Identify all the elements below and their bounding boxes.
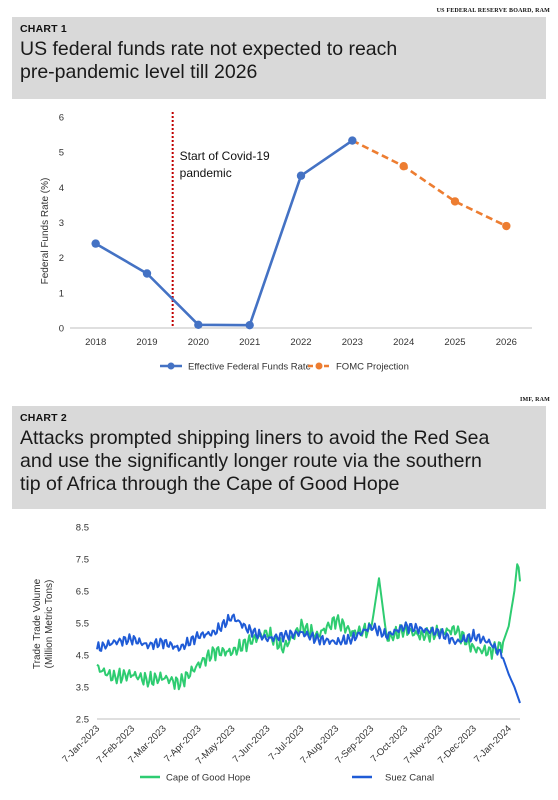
fomc-projection-point [399,162,408,171]
chart1-title-banner: CHART 1 US federal funds rate not expect… [12,17,546,99]
chart1-title-line1: US federal funds rate not expected to re… [20,38,398,60]
chart1-y-tick-label: 2 [59,253,64,264]
chart1-y-tick-label: 4 [59,183,64,194]
legend-cape-label: Cape of Good Hope [166,773,251,784]
chart2-y-tick-label: 5.5 [76,619,89,630]
legend-effective-rate-marker [167,362,175,370]
chart2-y-axis-label-line2: (Million Metric Tons) [44,580,55,669]
chart1-y-tick-label: 0 [59,324,64,335]
chart2-tag: CHART 2 [20,412,67,424]
legend-suez-label: Suez Canal [385,773,434,784]
chart1-x-tick-label: 2021 [239,337,260,348]
chart1-x-tick-label: 2023 [342,337,363,348]
chart1-x-tick-label: 2026 [496,337,517,348]
chart2-y-tick-label: 6.5 [76,587,89,598]
fomc-projection-point [502,221,511,231]
chart2-title-line2: and use the significantly longer route v… [20,450,482,472]
chart2-title-banner: CHART 2 Attacks prompted shipping liners… [12,406,546,509]
chart1-title-line2: pre-pandemic level till 2026 [20,61,258,83]
effective-rate-point [296,171,306,180]
chart2-y-tick-label: 8.5 [76,523,89,534]
legend-fomc-marker [315,362,323,370]
effective-rate-point [142,269,152,278]
chart2-y-tick-label: 3.5 [76,683,89,694]
fomc-projection-line [351,139,507,228]
chart1-y-axis-label: Federal Funds Rate (%) [40,178,51,285]
chart2-y-tick-label: 7.5 [76,555,89,566]
cape-of-good-hope-line [96,563,521,691]
chart2-y-tick-label: 4.5 [76,651,89,662]
chart2-title-line3: tip of Africa through the Cape of Good H… [20,473,400,495]
chart1-plot: Federal Funds Rate (%) 0 1 2 3 4 5 6 2018 2019 20… [40,112,532,373]
chart1-x-tick-label: 2019 [136,337,157,348]
suez-canal-line [96,613,521,704]
chart1-annotation-line1: Start of Covid-19 [180,149,270,163]
chart1-tag: CHART 1 [20,23,67,35]
chart2-x-tick-label: 7-Jan-2024 [472,723,514,765]
chart1-y-tick-label: 6 [59,113,64,124]
chart1-y-tick-label: 1 [59,288,64,299]
chart1-y-tick-label: 5 [59,148,64,159]
chart1-x-tick-label: 2020 [188,337,209,348]
chart1-y-tick-label: 3 [59,218,64,229]
chart1-x-tick-label: 2022 [290,337,311,348]
effective-rate-point [245,320,254,330]
legend-effective-rate-label: Effective Federal Funds Rate [188,362,311,373]
effective-rate-point [91,239,100,248]
chart1-x-tick-label: 2025 [444,337,465,348]
chart1-x-tick-label: 2024 [393,337,414,348]
chart2-title-line1: Attacks prompted shipping liners to avoi… [20,427,490,449]
chart1-annotation-line2: pandemic [180,166,232,180]
chart2-y-axis-label-line1: Trade Trade Volume [32,578,43,669]
fomc-projection-point [450,197,460,206]
chart2-plot: Trade Trade Volume (Million Metric Tons)… [32,523,521,784]
effective-rate-point [194,320,203,330]
chart2-y-tick-label: 2.5 [76,715,89,726]
chart2-source: IMF, RAM [519,397,550,403]
effective-rate-line [95,139,354,327]
chart1-x-tick-label: 2018 [85,337,106,348]
chart1-source: US FEDERAL RESERVE BOARD, RAM [436,8,550,14]
legend-fomc-label: FOMC Projection [336,362,409,373]
chart2-x-tick-label: 7-Jun-2023 [231,723,273,765]
effective-rate-point [348,136,357,145]
